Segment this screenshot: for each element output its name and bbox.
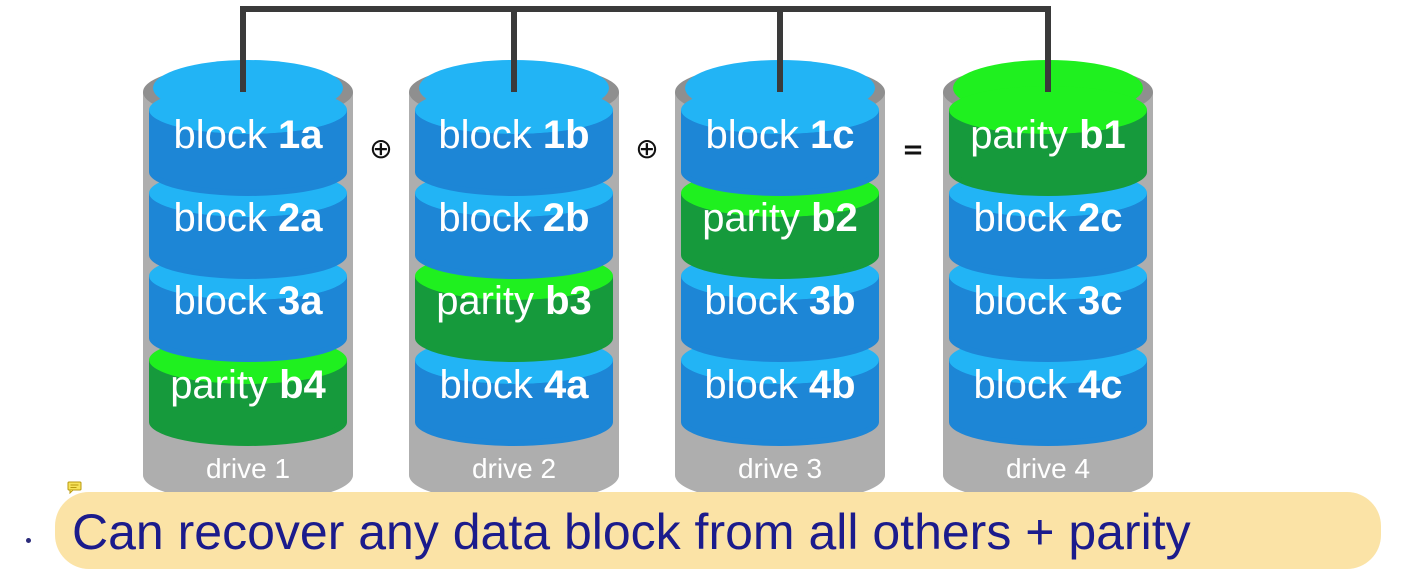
block-label-id: b4 — [279, 363, 326, 407]
block-label-name: block — [704, 279, 809, 323]
block-label-name: block — [438, 196, 543, 240]
block-face — [149, 360, 347, 440]
bullet-dot — [26, 538, 31, 543]
block-top — [681, 86, 879, 134]
block-label: parity b3 — [436, 279, 592, 323]
block-label-name: block — [704, 363, 809, 407]
block-label-id: 2b — [543, 196, 590, 240]
block-face — [949, 276, 1147, 356]
block-label-id: b3 — [545, 279, 592, 323]
block-top — [149, 86, 347, 134]
block-label: block 2c — [974, 196, 1123, 240]
block-label: parity b2 — [702, 196, 858, 240]
block-label-id: b2 — [811, 196, 858, 240]
drive-label: drive 4 — [1006, 453, 1090, 484]
block-label-name: parity — [702, 196, 811, 240]
block-label: parity b1 — [970, 113, 1126, 157]
block-3a: block 3a — [149, 252, 347, 362]
block-label: block 4a — [440, 363, 590, 407]
block-label: block 2b — [438, 196, 589, 240]
block-face — [415, 110, 613, 190]
block-label: block 1c — [706, 113, 855, 157]
block-label-name: block — [974, 363, 1079, 407]
block-face — [149, 110, 347, 190]
block-label-id: 2c — [1078, 196, 1123, 240]
bus-wire-line — [240, 6, 1051, 92]
block-label-id: 4c — [1078, 363, 1123, 407]
comment-icon[interactable] — [67, 481, 82, 494]
block-label: block 1a — [174, 113, 324, 157]
block-label-name: block — [706, 113, 811, 157]
block-1b: block 1b — [415, 86, 613, 196]
block-label-id: 4a — [544, 363, 589, 407]
block-label-id: 1c — [810, 113, 855, 157]
block-face — [415, 276, 613, 356]
block-top — [415, 86, 613, 134]
xor-operator: ⊕ — [369, 132, 392, 165]
drive-label: drive 3 — [738, 453, 822, 484]
xor-operator: ⊕ — [635, 132, 658, 165]
block-label-name: parity — [170, 363, 279, 407]
block-label: block 1b — [438, 113, 589, 157]
operators-group: ⊕ ⊕ = — [369, 132, 924, 165]
block-face — [149, 276, 347, 356]
block-face — [949, 360, 1147, 440]
block-label-id: 1a — [278, 113, 323, 157]
block-1a: block 1a — [149, 86, 347, 196]
bus-wire — [240, 6, 1051, 92]
block-top — [949, 86, 1147, 134]
block-label-id: 2a — [278, 196, 323, 240]
block-label: block 3b — [704, 279, 855, 323]
block-face — [681, 276, 879, 356]
block-face — [681, 360, 879, 440]
equals-operator: = — [902, 135, 924, 165]
block-face — [149, 193, 347, 273]
block-b1: parity b1 — [949, 86, 1147, 196]
block-face — [949, 110, 1147, 190]
block-label: parity b4 — [170, 363, 326, 407]
block-face — [681, 193, 879, 273]
block-label-name: block — [174, 113, 279, 157]
block-label-name: block — [174, 196, 279, 240]
drive-label: drive 2 — [472, 453, 556, 484]
block-label-id: 4b — [809, 363, 856, 407]
block-label: block 2a — [174, 196, 324, 240]
caption-text: Can recover any data block from all othe… — [72, 504, 1191, 560]
block-label-name: block — [438, 113, 543, 157]
block-face — [415, 360, 613, 440]
block-label: block 4c — [974, 363, 1123, 407]
block-label: block 4b — [704, 363, 855, 407]
block-label-name: block — [440, 363, 545, 407]
block-label-name: parity — [436, 279, 545, 323]
drive-label: drive 1 — [206, 453, 290, 484]
block-4c: block 4c — [949, 336, 1147, 446]
block-1c: block 1c — [681, 86, 879, 196]
block-face — [415, 193, 613, 273]
block-label-name: block — [974, 279, 1079, 323]
block-label: block 3c — [974, 279, 1123, 323]
block-label-name: parity — [970, 113, 1079, 157]
block-label: block 3a — [174, 279, 324, 323]
caption-highlight — [55, 492, 1381, 569]
block-label-id: 1b — [543, 113, 590, 157]
block-label-name: block — [974, 196, 1079, 240]
block-label-id: 3a — [278, 279, 323, 323]
block-face — [681, 110, 879, 190]
block-face — [949, 193, 1147, 273]
block-label-name: block — [174, 279, 279, 323]
block-label-id: b1 — [1079, 113, 1126, 157]
block-label-id: 3b — [809, 279, 856, 323]
block-label-id: 3c — [1078, 279, 1123, 323]
